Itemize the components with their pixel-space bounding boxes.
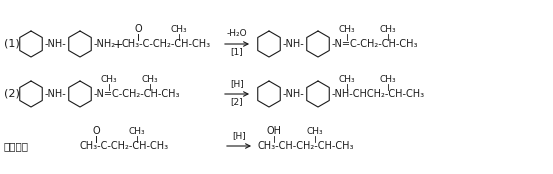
Text: CH₃-CH-CH₂-CH-CH₃: CH₃-CH-CH₂-CH-CH₃: [258, 141, 354, 151]
Text: OH: OH: [267, 126, 281, 136]
Text: [H]: [H]: [232, 131, 246, 140]
Text: +: +: [113, 38, 124, 50]
Text: 副反应：: 副反应：: [4, 141, 29, 151]
Text: CH₃: CH₃: [380, 25, 397, 34]
Text: CH₃: CH₃: [307, 127, 324, 136]
Text: [H]: [H]: [230, 79, 244, 88]
Text: -NH-: -NH-: [45, 89, 67, 99]
Text: (2): (2): [4, 89, 20, 99]
Text: CH₃-C-CH₂-CH-CH₃: CH₃-C-CH₂-CH-CH₃: [122, 39, 211, 49]
Text: (1): (1): [4, 39, 20, 49]
Text: O: O: [92, 126, 100, 136]
Text: -NH-: -NH-: [283, 89, 305, 99]
Text: -NH₂: -NH₂: [94, 39, 116, 49]
Text: -NH-CHCH₂-CH-CH₃: -NH-CHCH₂-CH-CH₃: [332, 89, 425, 99]
Text: CH₃-C-CH₂-CH-CH₃: CH₃-C-CH₂-CH-CH₃: [80, 141, 169, 151]
Text: CH₃: CH₃: [338, 25, 356, 34]
Text: CH₃: CH₃: [171, 25, 187, 34]
Text: CH₃: CH₃: [338, 75, 356, 84]
Text: CH₃: CH₃: [129, 127, 145, 136]
Text: [2]: [2]: [231, 97, 243, 106]
Text: CH₃: CH₃: [101, 75, 117, 84]
Text: O: O: [134, 24, 142, 34]
Text: -N=C-CH₂-CH-CH₃: -N=C-CH₂-CH-CH₃: [94, 89, 180, 99]
Text: CH₃: CH₃: [142, 75, 158, 84]
Text: -H₂O: -H₂O: [227, 29, 247, 38]
Text: CH₃: CH₃: [380, 75, 397, 84]
Text: [1]: [1]: [231, 47, 243, 56]
Text: -N=C-CH₂-CH-CH₃: -N=C-CH₂-CH-CH₃: [332, 39, 419, 49]
Text: -NH-: -NH-: [283, 39, 305, 49]
Text: -NH-: -NH-: [45, 39, 67, 49]
